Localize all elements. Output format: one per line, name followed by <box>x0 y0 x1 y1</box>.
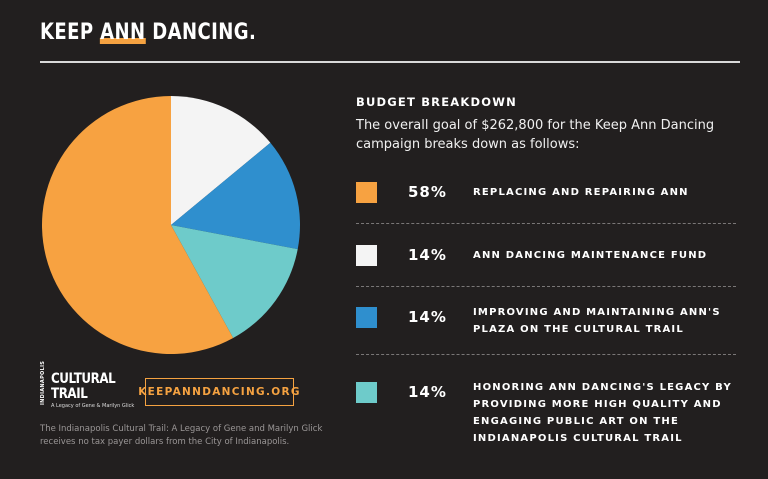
logo-text-ann: ANN <box>100 20 146 45</box>
budget-pie-chart <box>42 96 300 354</box>
legend-percent-3: 14% <box>408 308 447 326</box>
intro-text: The overall goal of $262,800 for the Kee… <box>356 118 715 152</box>
pie-slice-3 <box>171 142 300 250</box>
logo-text-dancing: DANCING. <box>145 20 257 45</box>
legend-divider <box>356 223 736 224</box>
trail-logo-tagline: A Legacy of Gene & Marilyn Glick <box>51 403 135 409</box>
legend-percent-4: 14% <box>408 383 447 401</box>
header-divider <box>40 61 740 63</box>
legend-label-4: HONORING ANN DANCING'S LEGACY BY PROVIDI… <box>473 382 732 444</box>
legend-swatch-2 <box>356 245 377 266</box>
pie-slice-1 <box>42 96 234 354</box>
legend-swatch-3 <box>356 307 377 328</box>
trail-logo-side-text: INDIANAPOLIS <box>40 360 46 405</box>
legend-divider <box>356 354 736 355</box>
pie-slice-4 <box>171 225 298 339</box>
website-link[interactable]: KEEPANNDANCING.ORG <box>138 378 299 406</box>
pie-slice-2 <box>171 96 271 225</box>
legend-label-1: REPLACING AND REPAIRING ANN <box>473 187 689 198</box>
legend-divider <box>356 286 736 287</box>
legend-percent-1: 58% <box>408 183 447 201</box>
logo-text-keep: KEEP <box>40 20 101 45</box>
trail-logo-line2: TRAIL <box>51 386 88 402</box>
disclaimer-text: The Indianapolis Cultural Trail: A Legac… <box>40 424 323 447</box>
legend-label-2: ANN DANCING MAINTENANCE FUND <box>473 250 708 261</box>
trail-logo-line1: CULTURAL <box>51 371 116 387</box>
legend-percent-2: 14% <box>408 246 447 264</box>
legend-label-3: IMPROVING AND MAINTAINING ANN'S PLAZA ON… <box>473 307 721 335</box>
legend-swatch-1 <box>356 182 377 203</box>
keep-ann-dancing-logo: KEEP ANN DANCING. <box>40 20 256 45</box>
legend-swatch-4 <box>356 382 377 403</box>
section-title: BUDGET BREAKDOWN <box>356 95 517 109</box>
cultural-trail-logo: CULTURAL TRAIL <box>51 371 116 402</box>
